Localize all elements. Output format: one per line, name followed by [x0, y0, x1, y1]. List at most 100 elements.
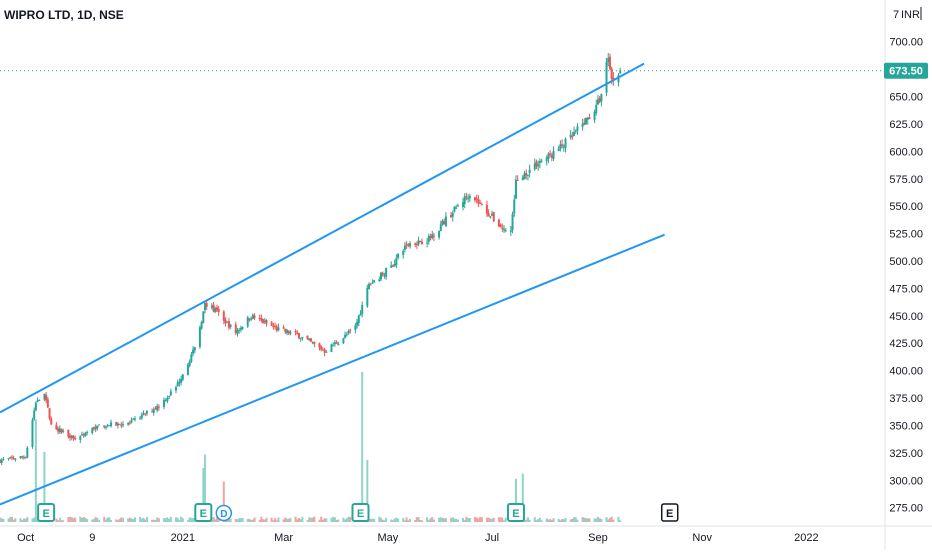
- volume-bar-2021-03-22: [318, 519, 321, 522]
- candle-2020-09-17: [0, 458, 3, 466]
- volume-bar-2021-08-31: [595, 518, 598, 522]
- candle-body: [514, 179, 517, 199]
- volume-bar-2021-01-04: [186, 520, 189, 522]
- candle-body: [511, 214, 514, 231]
- earnings-event-marker-2020-10-13[interactable]: E: [37, 503, 56, 522]
- candle-2021-05-13: [407, 243, 410, 248]
- candle-body: [369, 284, 372, 286]
- volume-bar-2021-04-08: [347, 516, 350, 522]
- time-axis[interactable]: Oct 9 2021 Mar May Jul Sep Nov 2022: [0, 525, 932, 544]
- price-axis[interactable]: 275.00 300.00 325.00 350.00 375.00 400.00 425.…: [884, 0, 923, 550]
- candle-body: [593, 111, 596, 120]
- volume-bar-2021-07-29: [538, 517, 541, 522]
- candle-2021-01-08: [193, 346, 196, 354]
- volume-bar-2020-10-26: [67, 517, 70, 522]
- earnings-event-marker-2021-10-13[interactable]: E: [660, 503, 679, 522]
- volume-bar-2021-01-01: [181, 518, 184, 522]
- volume-bar-2020-10-07: [34, 419, 37, 522]
- volume-bar-2020-11-23: [115, 519, 118, 522]
- candle-2021-02-24: [274, 322, 277, 330]
- volume-bar-2020-09-17: [0, 518, 3, 522]
- candle-2021-07-26: [533, 158, 536, 171]
- candle-body: [526, 174, 529, 176]
- candle-2020-10-14: [46, 396, 49, 409]
- earnings-event-marker-2021-04-15[interactable]: E: [351, 503, 370, 522]
- candle-body: [528, 169, 531, 174]
- candle-2020-10-01: [24, 456, 27, 459]
- candle-2021-06-01: [439, 220, 442, 232]
- volume-bar-2021-08-12: [562, 519, 565, 522]
- earnings-event-marker-2021-01-13[interactable]: E: [194, 503, 213, 522]
- candle-2020-12-14: [151, 408, 154, 413]
- candle-body: [581, 123, 584, 127]
- candle-body: [263, 320, 266, 323]
- candle-2021-06-15: [463, 193, 466, 209]
- candle-body: [246, 317, 249, 327]
- volume-bar-2020-11-27: [122, 517, 125, 522]
- time-tick-2022: 2022: [794, 532, 818, 544]
- currency-indicator[interactable]: 7 INR: [893, 7, 922, 21]
- volume-bar-2020-12-02: [130, 518, 133, 522]
- candle-2020-12-17: [156, 403, 159, 413]
- candle-2020-11-23: [115, 421, 118, 426]
- trendlines[interactable]: [0, 62, 665, 506]
- candle-body: [585, 117, 588, 125]
- volume-bar-2021-08-27: [588, 518, 591, 522]
- volume-bar-2020-11-24: [116, 520, 119, 522]
- candle-2021-07-28: [537, 160, 540, 171]
- candle-2020-12-23: [166, 395, 169, 404]
- candle-2021-06-17: [467, 194, 470, 203]
- volume-bar-2020-11-20: [110, 519, 113, 522]
- candle-body: [236, 330, 239, 334]
- candle-body: [552, 151, 555, 159]
- volume-bar-2021-08-19: [574, 517, 577, 522]
- candle-body: [81, 434, 84, 436]
- candle-2021-01-18: [210, 302, 213, 310]
- candle-body: [286, 330, 289, 334]
- candle-body: [168, 395, 171, 397]
- dividend-event-marker-2021-01-25[interactable]: D: [215, 504, 233, 522]
- candle-body: [561, 144, 564, 147]
- volume-bar-2021-06-21: [473, 516, 476, 522]
- candle-body: [70, 435, 73, 439]
- candle-2021-08-26: [586, 116, 589, 125]
- earnings-event-marker-2021-07-15[interactable]: E: [506, 503, 525, 522]
- volume-bar-2021-08-16: [569, 519, 572, 522]
- candle-body: [163, 399, 166, 407]
- volume-bar-2021-07-30: [540, 520, 543, 522]
- candle-body: [492, 212, 495, 222]
- candle-2021-03-03: [286, 328, 289, 336]
- volume-bar-2021-07-26: [533, 517, 536, 522]
- candle-2021-03-17: [309, 338, 312, 342]
- candle-body: [359, 313, 362, 316]
- volume-bar-2020-10-28: [70, 517, 73, 522]
- candle-2021-04-27: [379, 271, 382, 282]
- candle-2021-01-14: [204, 302, 207, 314]
- candle-body: [403, 245, 406, 250]
- currency-icon: 7: [893, 9, 899, 21]
- volume-bar-2021-06-08: [451, 517, 454, 522]
- volume-bar-2020-09-23: [10, 516, 13, 522]
- volume-bar-2020-09-22: [9, 516, 12, 522]
- candle-body: [294, 331, 297, 333]
- candle-body: [574, 130, 577, 132]
- candle-2021-09-13: [617, 73, 620, 87]
- volume-bar-2021-02-08: [246, 518, 249, 522]
- candle-body: [308, 339, 311, 341]
- candle-2021-01-12: [200, 320, 203, 330]
- volume-bar-2021-04-07: [345, 518, 348, 522]
- earnings-badge-label: E: [357, 508, 364, 520]
- volume-bar-2020-11-16: [103, 516, 106, 522]
- candle-body: [525, 172, 528, 176]
- volume-bar-2021-08-25: [585, 518, 588, 522]
- candle-2021-07-08: [503, 224, 506, 233]
- candle-2021-01-21: [215, 304, 218, 312]
- candle-2021-07-06: [499, 223, 502, 228]
- candle-2021-03-18: [311, 341, 314, 345]
- candle-body: [499, 224, 502, 228]
- volume-bar-2021-09-01: [596, 516, 599, 522]
- volume-bar-2021-05-03: [390, 519, 393, 522]
